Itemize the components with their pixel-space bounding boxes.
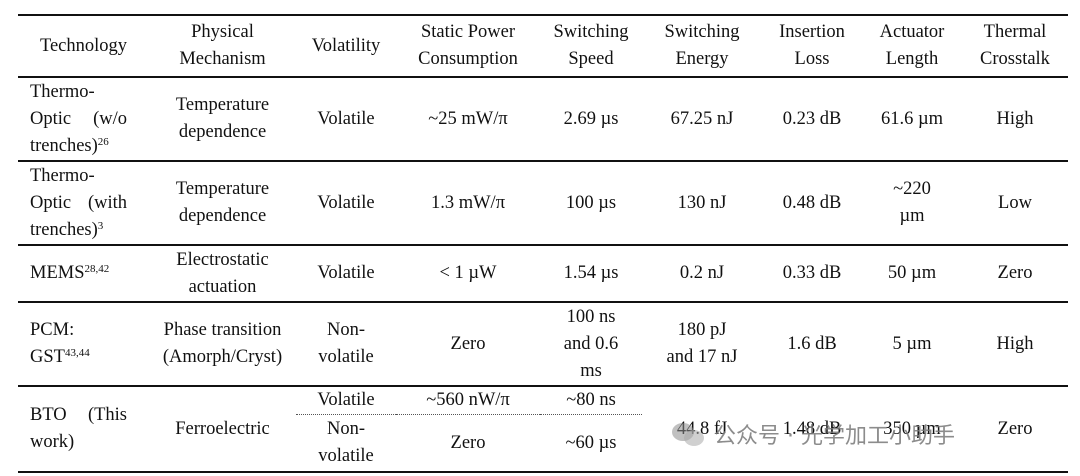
cell-loss: 1.6 dB bbox=[787, 333, 837, 354]
header-length: Actuator Length bbox=[879, 22, 945, 69]
cell-crosstalk: Zero bbox=[997, 263, 1033, 283]
cell-power: < 1 µW bbox=[439, 263, 497, 283]
cell-energy: 130 nJ bbox=[677, 192, 727, 213]
cell-loss: 0.33 dB bbox=[782, 263, 842, 283]
header-row: Technology Physical Mechanism Volatility … bbox=[18, 15, 1068, 77]
header-mechanism: Physical Mechanism bbox=[179, 22, 266, 69]
cell-loss: 0.23 dB bbox=[782, 108, 842, 129]
cell-mechanism: Electrostatic actuation bbox=[176, 249, 269, 297]
table-row: Thermo- Optic (with trenches)3 Temperature… bbox=[18, 161, 1068, 245]
cell-speed: 2.69 µs bbox=[563, 108, 619, 129]
cell-technology: Thermo- Optic (with trenches)3 bbox=[30, 165, 127, 240]
watermark-text: 公众号 · 光学加工小助手 bbox=[714, 424, 955, 449]
header-technology: Technology bbox=[39, 35, 128, 56]
cell-technology: Thermo- Optic (w/o trenches)26 bbox=[30, 81, 127, 156]
cell-volatility: Non-volatile bbox=[318, 419, 374, 466]
header-loss: Insertion Loss bbox=[779, 22, 845, 69]
cell-power: 1.3 mW/π bbox=[430, 192, 506, 213]
cell-length: 350 µm bbox=[883, 418, 941, 439]
header-crosstalk: Thermal Crosstalk bbox=[980, 22, 1050, 69]
cell-energy: 180 pJ and 17 nJ bbox=[666, 320, 738, 367]
cell-volatility: Non- volatile bbox=[318, 320, 374, 367]
cell-volatility: Volatile bbox=[296, 386, 396, 415]
watermark: 公众号 · 光学加工小助手 bbox=[672, 416, 955, 452]
cell-technology: MEMS28,42 bbox=[30, 263, 110, 283]
cell-mechanism: Ferroelectric bbox=[175, 418, 270, 439]
cell-crosstalk: High bbox=[996, 108, 1034, 129]
cell-volatility: Volatile bbox=[317, 192, 375, 213]
cell-length: ~220 µm bbox=[893, 179, 931, 226]
cell-speed: ~60 µs bbox=[565, 432, 617, 453]
table-row: Non-volatile Zero ~60 µs bbox=[18, 415, 1068, 472]
cell-volatility: Volatile bbox=[317, 263, 375, 283]
cell-speed: 100 µs bbox=[565, 192, 617, 213]
cell-crosstalk: Low bbox=[998, 192, 1032, 213]
table-row: PCM: GST43,44 Phase transition (Amorph/Cry… bbox=[18, 302, 1068, 386]
table-row: Thermo- Optic (w/o trenches)26 Temperature… bbox=[18, 77, 1068, 161]
cell-length: 5 µm bbox=[892, 333, 932, 354]
cell-length: 50 µm bbox=[887, 263, 937, 283]
header-volatility: Volatility bbox=[311, 35, 381, 56]
cell-power: Zero bbox=[450, 432, 486, 453]
cell-loss: 1.48 dB bbox=[782, 418, 842, 439]
header-power: Static Power Consumption bbox=[418, 22, 518, 69]
header-energy: Switching Energy bbox=[664, 22, 740, 69]
cell-technology: PCM: GST43,44 bbox=[30, 320, 90, 367]
cell-mechanism: Phase transition (Amorph/Cryst) bbox=[162, 320, 283, 367]
cell-technology: BTO (This work) bbox=[30, 405, 127, 452]
cell-energy: 0.2 nJ bbox=[679, 263, 725, 283]
cell-energy: 67.25 nJ bbox=[670, 108, 734, 129]
cell-speed: 1.54 µs bbox=[563, 263, 619, 283]
cell-speed: 100 ns and 0.6 ms bbox=[563, 306, 619, 381]
cell-power: ~25 mW/π bbox=[428, 108, 508, 129]
comparison-table: Technology Physical Mechanism Volatility … bbox=[18, 14, 1068, 473]
cell-crosstalk: High bbox=[996, 333, 1034, 354]
cell-loss: 0.48 dB bbox=[782, 192, 842, 213]
cell-power: ~560 nW/π bbox=[396, 386, 540, 415]
cell-power: Zero bbox=[450, 333, 486, 354]
table-row: MEMS28,42 Electrostatic actuation Volatil… bbox=[18, 245, 1068, 302]
cell-mechanism: Temperature dependence bbox=[175, 95, 270, 142]
header-speed: Switching Speed bbox=[553, 22, 629, 69]
cell-mechanism: Temperature dependence bbox=[175, 179, 270, 226]
cell-speed: ~80 ns bbox=[540, 386, 642, 415]
cell-crosstalk: Zero bbox=[997, 418, 1033, 439]
wechat-icon bbox=[672, 420, 706, 448]
cell-length: 61.6 µm bbox=[880, 108, 944, 129]
table-row: BTO (This work) Ferroelectric Volatile ~5… bbox=[18, 386, 1068, 452]
cell-volatility: Volatile bbox=[317, 108, 375, 129]
